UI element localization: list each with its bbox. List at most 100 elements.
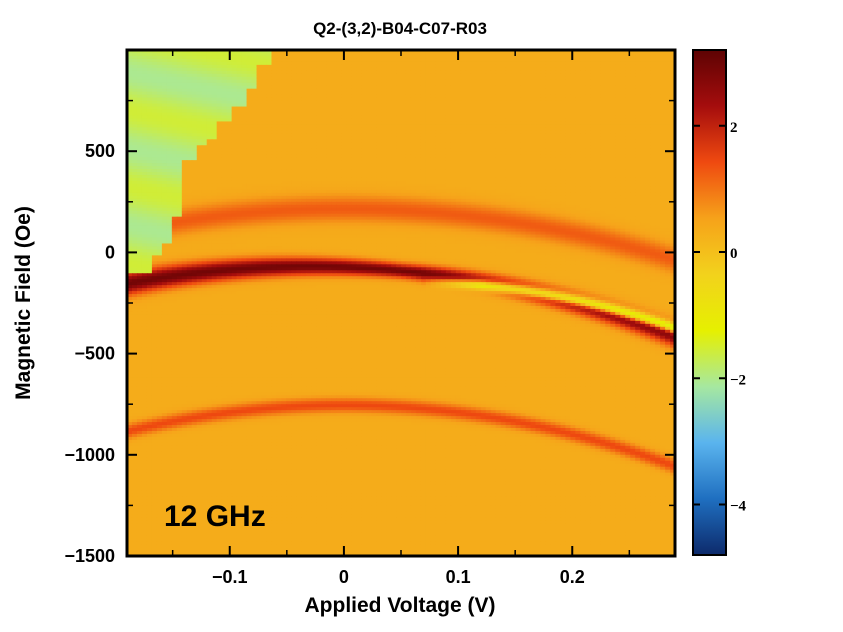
heatmap-cell <box>146 76 153 81</box>
heatmap-cell <box>430 130 437 134</box>
heatmap-cell <box>376 142 382 146</box>
heatmap-cell <box>640 163 646 167</box>
heatmap-cell <box>141 166 148 170</box>
heatmap-cell <box>670 79 675 84</box>
heatmap-cell <box>336 67 342 72</box>
heatmap-cell <box>560 109 566 114</box>
heatmap-cell <box>635 172 641 176</box>
heatmap-cell <box>560 58 566 63</box>
heatmap-cell <box>371 127 377 131</box>
heatmap-cell <box>550 76 557 81</box>
heatmap-cell <box>495 136 502 140</box>
heatmap-cell <box>650 58 656 63</box>
heatmap-cell <box>306 177 312 182</box>
heatmap-cell <box>540 130 547 134</box>
heatmap-cell <box>256 88 263 93</box>
heatmap-cell <box>271 148 278 152</box>
heatmap-cell <box>241 166 248 170</box>
heatmap-cell <box>450 151 457 155</box>
heatmap-cell <box>425 61 432 66</box>
heatmap-cell <box>151 91 158 96</box>
heatmap-cell <box>540 76 547 81</box>
heatmap-cell <box>246 82 253 87</box>
heatmap-cell <box>127 183 133 188</box>
heatmap-cell <box>141 183 148 188</box>
heatmap-cell <box>540 139 547 143</box>
heatmap-cell <box>271 112 278 117</box>
heatmap-cell <box>191 163 198 167</box>
heatmap-cell <box>605 180 611 185</box>
heatmap-cell <box>640 172 646 176</box>
heatmap-cell <box>430 82 437 87</box>
heatmap-cell <box>151 180 158 185</box>
heatmap-cell <box>655 172 661 176</box>
heatmap-cell <box>141 115 148 120</box>
heatmap-cell <box>570 115 576 120</box>
heatmap-cell <box>276 163 283 167</box>
heatmap-cell <box>435 148 442 152</box>
heatmap-cell <box>575 121 581 126</box>
heatmap-cell <box>460 70 467 75</box>
heatmap-cell <box>665 103 671 108</box>
heatmap-cell <box>465 175 472 179</box>
heatmap-cell <box>425 58 432 63</box>
heatmap-cell <box>510 109 517 114</box>
heatmap-cell <box>186 121 193 126</box>
heatmap-cell <box>231 157 238 161</box>
heatmap-cell <box>595 73 601 78</box>
heatmap-cell <box>530 127 537 131</box>
heatmap-cell <box>196 64 203 69</box>
heatmap-cell <box>136 112 143 117</box>
heatmap-cell <box>306 70 312 75</box>
heatmap-cell <box>301 183 307 188</box>
heatmap-cell <box>545 148 552 152</box>
heatmap-cell <box>590 76 596 81</box>
heatmap-cell <box>191 169 198 173</box>
heatmap-cell <box>241 58 248 63</box>
heatmap-cell <box>595 180 601 185</box>
heatmap-cell <box>520 64 527 69</box>
heatmap-cell <box>206 112 213 117</box>
heatmap-cell <box>281 91 288 96</box>
heatmap-cell <box>366 112 372 117</box>
heatmap-cell <box>316 82 322 87</box>
heatmap-cell <box>146 142 153 146</box>
heatmap-cell <box>575 58 581 63</box>
heatmap-cell <box>420 100 427 105</box>
heatmap-cell <box>321 61 327 66</box>
heatmap-cell <box>490 79 497 84</box>
heatmap-cell <box>276 61 283 66</box>
heatmap-cell <box>485 50 492 54</box>
heatmap-cell <box>605 88 611 93</box>
heatmap-cell <box>595 169 601 173</box>
heatmap-cell <box>301 61 307 66</box>
heatmap-cell <box>231 139 238 143</box>
heatmap-cell <box>276 82 283 87</box>
heatmap-cell <box>505 163 512 167</box>
heatmap-cell <box>231 166 238 170</box>
heatmap-cell <box>605 115 611 120</box>
heatmap-cell <box>361 91 367 96</box>
heatmap-cell <box>191 139 198 143</box>
heatmap-cell <box>176 183 183 188</box>
heatmap-cell <box>127 115 133 120</box>
heatmap-cell <box>306 180 312 185</box>
heatmap-cell <box>575 97 581 102</box>
heatmap-cell <box>296 183 302 188</box>
heatmap-cell <box>560 163 566 167</box>
heatmap-cell <box>445 50 452 54</box>
heatmap-cell <box>306 52 312 57</box>
heatmap-cell <box>425 70 432 75</box>
heatmap-cell <box>570 130 576 134</box>
heatmap-cell <box>415 142 422 146</box>
heatmap-cell <box>136 130 143 134</box>
heatmap-cell <box>440 172 447 176</box>
heatmap-cell <box>525 148 532 152</box>
heatmap-cell <box>470 145 477 149</box>
heatmap-cell <box>530 136 537 140</box>
heatmap-cell <box>630 118 636 123</box>
heatmap-cell <box>480 180 487 185</box>
heatmap-cell <box>560 127 566 131</box>
heatmap-cell <box>216 172 223 176</box>
heatmap-cell <box>620 160 626 164</box>
